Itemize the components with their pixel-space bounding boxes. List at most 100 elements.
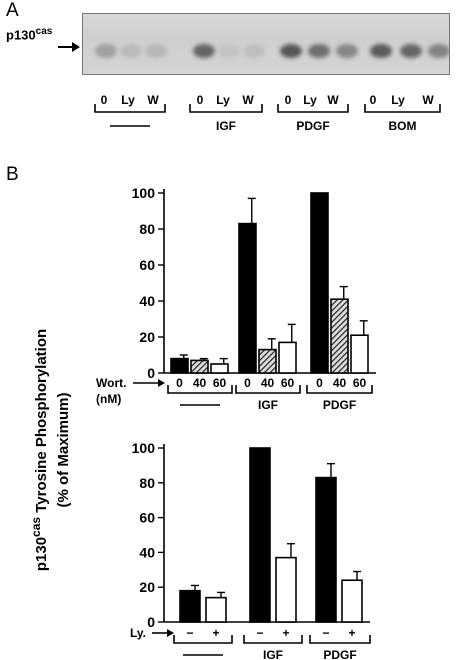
lane-label: Ly [391,93,405,107]
group-bracket [243,635,303,644]
y-tick-label: 40 [139,544,155,560]
y-tick-label: 40 [139,293,155,309]
blot-band [243,44,265,58]
blot-band [400,44,422,58]
category-label: 40 [261,376,275,390]
lane-label: W [147,93,159,107]
group-bracket [306,385,373,394]
chart-ly294002: 0 20 40 60 80 100 − + − + − + Ly. IGF PDGF [130,440,371,659]
y-tick-label: 80 [139,221,155,237]
category-label: 60 [213,376,227,390]
blot-band [218,44,240,58]
bar [170,357,189,374]
blot-band [336,44,358,58]
blot-band [193,44,215,58]
lane-label: W [422,93,434,107]
group-bracket [277,104,349,113]
y-tick-label: 0 [147,614,155,630]
group-bracket [167,385,233,394]
y-tick-label: 20 [139,329,155,345]
lane-label: 0 [370,93,377,107]
blot-band [120,44,142,58]
category-label: − [322,626,329,640]
bar [330,298,349,374]
category-label: 40 [193,376,207,390]
panel-a-lane-labels: 0 Ly W 0 Ly W 0 Ly W 0 Ly W IGF PDGF BOM [94,93,441,133]
p130cas-label: p130cas [6,26,52,42]
bar [190,359,209,374]
group-bracket [364,104,441,113]
blot-band [370,44,392,58]
category-label: 40 [333,376,347,390]
category-label: 60 [353,376,367,390]
category-label: − [186,626,193,640]
ylabel-sub: (% of Maximum) [55,392,72,507]
bar [238,222,257,374]
lane-label: W [327,93,339,107]
row-label: Wort. [96,376,126,390]
y-tick-label: 100 [132,185,156,201]
arrow-icon [58,42,80,52]
ylabel-cas: cas [29,517,43,537]
row-label: Ly. [130,626,146,640]
arrow-icon [158,379,165,387]
bar [315,476,337,623]
bar [275,556,297,623]
blot-band [428,44,449,58]
category-label: + [348,626,355,640]
group-label: PDGF [323,648,356,659]
arrow-icon [167,629,174,637]
blot-band [145,44,167,58]
category-label: 60 [281,376,295,390]
row-sublabel: (nM) [96,392,121,406]
lane-label: Ly [303,93,317,107]
y-axis-title: p130cas Tyrosine Phosphorylation (% of M… [29,329,72,571]
y-tick-label: 100 [132,440,156,456]
blot-band [95,44,117,58]
group-label: IGF [263,648,283,659]
group-label: IGF [216,119,236,133]
lane-label: 0 [101,93,108,107]
category-label: + [212,626,219,640]
bar [278,341,297,374]
bar [258,348,277,374]
bar [341,579,363,623]
group-label: BOM [389,119,417,133]
lane-label: W [242,93,254,107]
category-label: 0 [316,376,323,390]
bar [179,589,201,623]
bar [205,596,227,623]
western-blot-image [82,13,450,75]
group-bracket [235,385,301,394]
group-label: IGF [258,398,278,412]
group-label: PDGF [296,119,329,133]
cas-superscript: cas [35,26,53,37]
bar [249,447,271,623]
chart-wortmannin: 0 20 40 60 80 100 0 40 60 0 40 60 0 40 60 Wort. (nM) IGF P… [96,185,376,412]
y-tick-label: 60 [139,257,155,273]
bar [350,334,369,374]
blot-band [308,44,330,58]
lane-label: Ly [216,93,230,107]
y-tick-label: 0 [147,365,155,381]
p130-text: p130 [6,27,36,43]
bar [310,192,329,374]
lane-label: 0 [285,93,292,107]
category-label: − [256,626,263,640]
panel-a-letter: A [6,0,19,21]
group-bracket [309,635,371,644]
lane-label: 0 [197,93,204,107]
y-tick-label: 20 [139,579,155,595]
category-label: 0 [176,376,183,390]
ylabel-rest: Tyrosine Phosphorylation [33,329,50,513]
category-label: + [282,626,289,640]
lane-label: Ly [121,93,135,107]
group-bracket [173,635,233,644]
panel-b-letter: B [6,164,19,185]
bar [210,363,229,374]
group-bracket [94,104,166,113]
y-tick-label: 60 [139,510,155,526]
svg-text:p130cas Tyrosine Phosphorylati: p130cas Tyrosine Phosphorylation [29,329,50,571]
blot-band [280,44,302,58]
y-tick-label: 80 [139,475,155,491]
